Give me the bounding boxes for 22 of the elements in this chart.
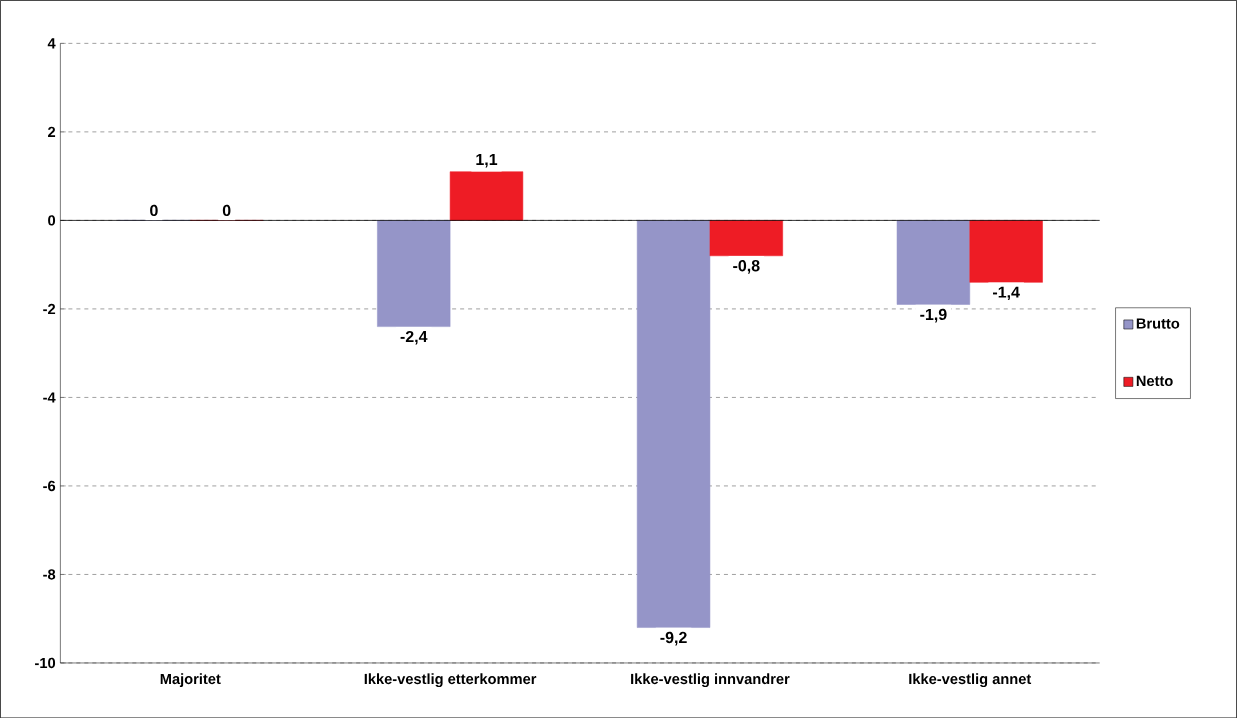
x-tick-label: Ikke-vestlig etterkommer [364,673,537,687]
data-label: -0,8 [733,259,760,274]
data-label: -1,4 [993,286,1020,300]
x-tick-label: Majoritet [160,673,221,687]
data-label: -2,4 [400,330,428,345]
y-tick-label: -4 [43,392,56,403]
y-tick-label: -6 [43,480,56,491]
x-tick-label: Ikke-vestlig innvandrer [631,673,790,687]
data-label: 0 [150,204,158,216]
data-label: 1,1 [476,153,498,168]
data-label: -1,9 [920,308,947,323]
y-tick-label: 4 [47,38,56,49]
x-tick-label: Ikke-vestlig annet [909,673,1032,687]
y-tick-label: 2 [48,126,56,137]
legend-label: Netto [1136,375,1173,386]
y-tick-label: 0 [48,215,56,226]
data-label: 0 [222,204,231,216]
legend-label: Brutto [1136,318,1180,329]
y-tick-label: -10 [35,657,56,668]
data-label: -9,2 [660,631,687,646]
y-tick-label: -8 [43,569,56,580]
y-tick-label: -2 [43,303,56,314]
